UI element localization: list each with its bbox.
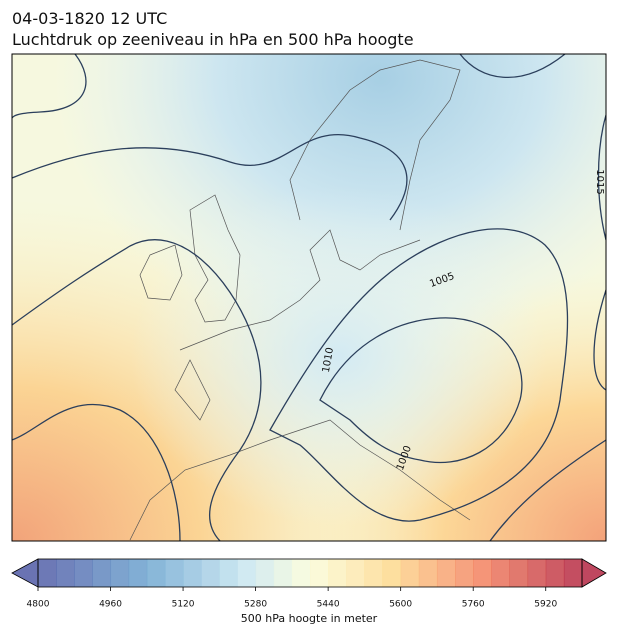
coastline [129,419,471,541]
isobar [459,54,566,78]
colorbar-bin [92,559,112,587]
colorbar-bin [273,559,293,587]
colorbar-bin [527,559,547,587]
isobars [12,54,606,541]
colorbar-bin [328,559,347,587]
map-subtitle: Luchtdruk op zeeniveau in hPa en 500 hPa… [12,30,414,49]
colorbar-bin [291,559,311,587]
colorbar-bin [74,559,93,587]
colorbar-bin [455,559,474,587]
colorbar-bin [364,559,384,587]
colorbar-bin [509,559,529,587]
colorbar-bin [146,559,166,587]
colorbar-bin [110,559,130,587]
isobar [597,114,606,241]
colorbar-bin [164,559,184,587]
colorbar-bin [310,559,329,587]
colorbar-extend-low [11,558,39,588]
colorbar-bin [418,559,438,587]
contour-label: 1010 [321,347,336,374]
colorbar-tick-label: 5760 [462,600,485,610]
colorbar-bin [183,559,202,587]
colorbar-bin [38,559,57,587]
isobar [12,403,181,541]
isobar [269,228,569,522]
colorbar-bin [563,559,583,587]
isobar [12,54,87,119]
coastline [139,244,183,301]
colorbar-bin [201,559,220,587]
colorbar-tick-label: 5600 [389,600,412,610]
colorbar-bin [346,559,365,587]
colorbar: 4800 4960 5120 5280 5440 5600 5760 5920 [11,558,607,610]
colorbar-bin [436,559,456,587]
colorbar-tick-label: 5280 [244,600,267,610]
contour-label: 1015 [594,169,605,194]
colorbar-tick-label: 5920 [534,600,557,610]
isobar [12,239,262,541]
isobar [319,317,523,464]
coastline [189,194,241,323]
colorbar-tick-label: 5120 [172,600,195,610]
colorbar-frame [37,558,583,588]
colorbar-bin [56,559,75,587]
colorbar-bin [255,559,275,587]
cold-region [12,54,606,541]
isobar [593,289,606,391]
map-title: 04-03-1820 12 UTC [12,9,167,28]
colorbar-bin [491,559,510,587]
colorbar-label: 500 hPa hoogte in meter [241,612,378,625]
colorbar-bin [128,559,148,587]
colorbar-tick-label: 5440 [317,600,340,610]
isobar [489,439,606,541]
colorbar-bin [237,559,257,587]
colorbar-extend-high [581,558,607,588]
isobar [12,133,408,221]
colorbar-bin [473,559,492,587]
coastlines [129,59,471,541]
colorbar-tick-label: 4960 [99,600,122,610]
coastline [174,359,211,421]
colorbar-tick-label: 4800 [27,600,50,610]
map-frame [11,53,607,542]
colorbar-bin [219,559,238,587]
colorbar-bin [545,559,565,587]
coastline [289,59,461,231]
coastline [179,229,421,351]
colorbar-bin [382,559,402,587]
colorbar-bin [400,559,420,587]
